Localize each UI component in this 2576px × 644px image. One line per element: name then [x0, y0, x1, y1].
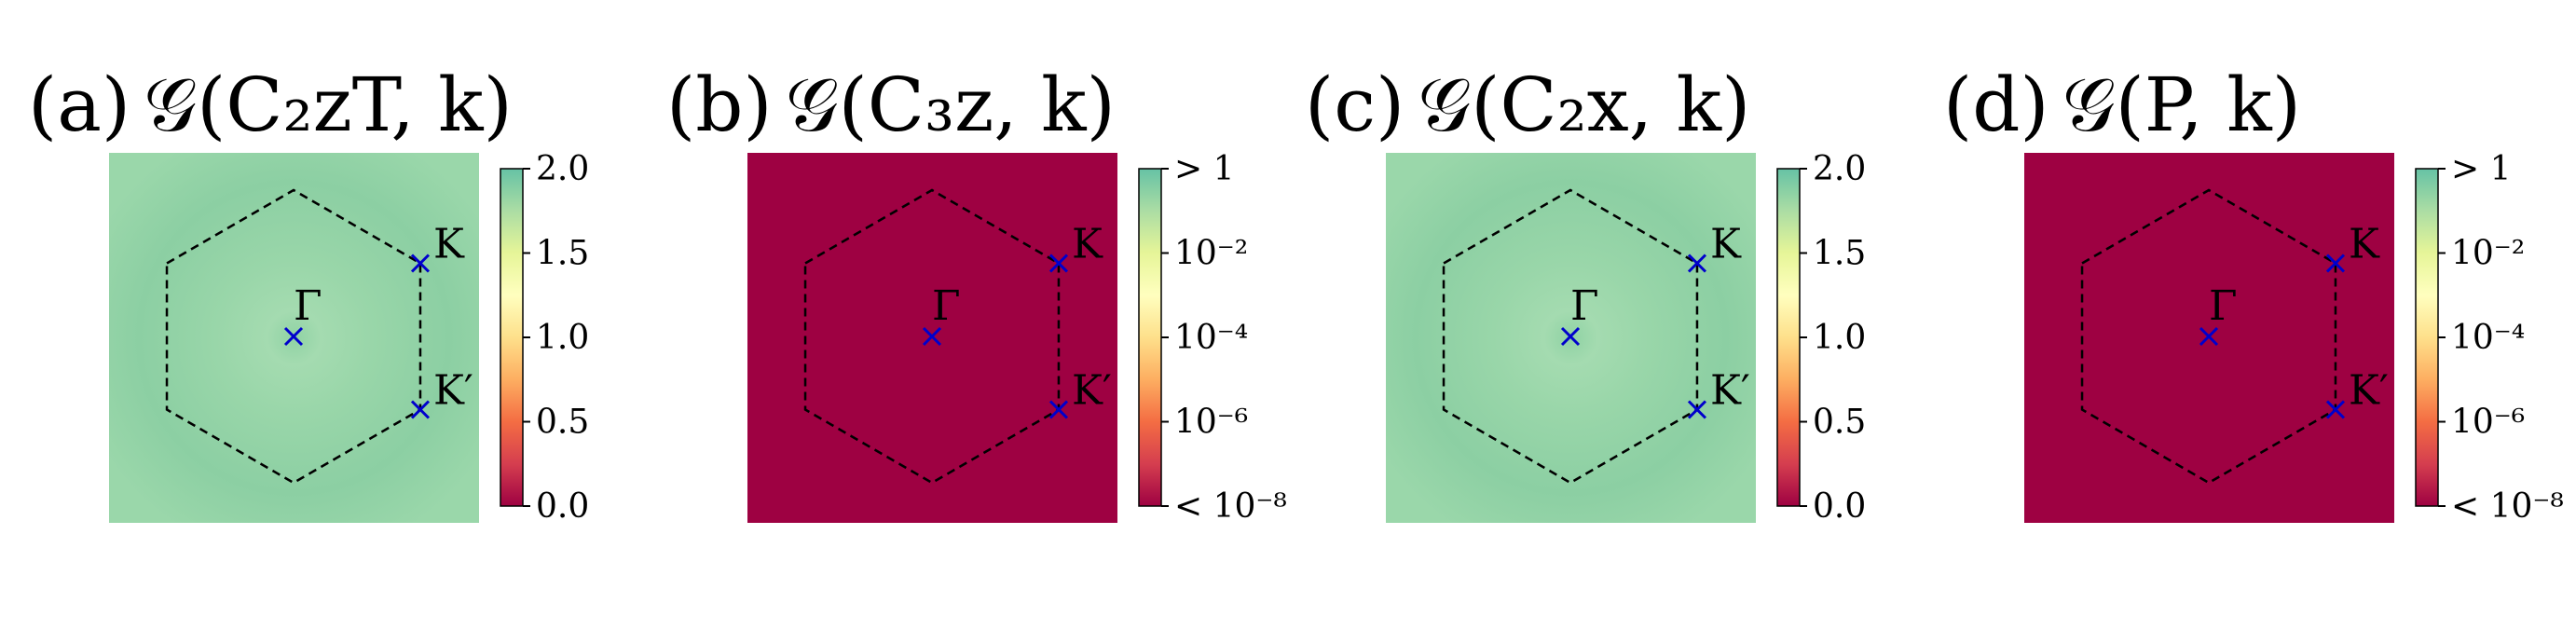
- colorbar-tick-label: 1.5: [1813, 235, 1866, 273]
- panel-title: (d) 𝒢(P, k): [1943, 62, 2301, 148]
- point-marker: [2325, 253, 2346, 273]
- point-label: K: [1072, 221, 1103, 268]
- colorbar-tick-label: 1.5: [536, 235, 589, 273]
- panel-label: (c): [1305, 62, 1404, 148]
- point-label: Γ: [932, 282, 961, 330]
- panel-title: (a) 𝒢(C₂zT, k): [28, 62, 513, 148]
- point-marker: [2325, 400, 2346, 419]
- colorbar-tick-label: 2.0: [1813, 150, 1866, 188]
- colorbar-tick-label: > 1: [1174, 150, 1235, 188]
- panel-label: (b): [666, 62, 773, 148]
- point-marker: [2199, 326, 2219, 347]
- colorbar-tick-label: < 10⁻⁸: [2451, 487, 2564, 526]
- point-marker: [1048, 253, 1069, 273]
- panel-title: (b) 𝒢(C₃z, k): [666, 62, 1116, 148]
- colorbar: [500, 168, 524, 507]
- colorbar-tick-label: 0.5: [1813, 404, 1866, 442]
- colorbar-tick-label: 10⁻⁶: [1174, 404, 1248, 442]
- point-label: K′: [1072, 367, 1112, 415]
- colorbar-tick-label: 10⁻²: [1174, 235, 1248, 273]
- panel-title-text: 𝒢(P, k): [2062, 62, 2301, 148]
- point-marker: [1687, 253, 1707, 273]
- panel-title-text: 𝒢(C₂x, k): [1418, 62, 1750, 148]
- colorbar-tick-label: 2.0: [536, 150, 589, 188]
- panel-title: (c) 𝒢(C₂x, k): [1305, 62, 1750, 148]
- point-marker: [1687, 400, 1707, 419]
- colorbar: [1776, 168, 1801, 507]
- colorbar: [1138, 168, 1162, 507]
- point-label: K: [1710, 221, 1742, 268]
- panel-a: (a) 𝒢(C₂zT, k) K Γ K′ 0.0 0.5 1.0 1.5 2.0: [28, 62, 589, 526]
- point-marker-stroke: [922, 326, 942, 347]
- point-label: K′: [1710, 367, 1750, 415]
- point-marker-stroke: [1560, 326, 1581, 347]
- point-marker-stroke: [283, 326, 304, 347]
- colorbar-tick-label: 10⁻²: [2451, 235, 2525, 273]
- point-marker-stroke: [2199, 326, 2219, 347]
- colorbar-tick-label: > 1: [2451, 150, 2512, 188]
- point-marker-stroke: [1687, 253, 1707, 273]
- colorbar-tick-label: 1.0: [1813, 319, 1866, 357]
- colorbar-tick-label: 10⁻⁶: [2451, 404, 2525, 442]
- panel-title-text: 𝒢(C₃z, k): [786, 62, 1116, 148]
- panel-b: (b) 𝒢(C₃z, k) K Γ K′ < 10⁻⁸ 10⁻⁶ 10⁻⁴ 10⁻² > 1: [666, 62, 1287, 526]
- panel-label: (a): [28, 62, 130, 148]
- point-marker: [410, 253, 431, 273]
- point-marker: [922, 326, 942, 347]
- point-label: K′: [2349, 367, 2389, 415]
- point-label: Γ: [1570, 282, 1599, 330]
- point-marker: [1560, 326, 1581, 347]
- point-label: Γ: [294, 282, 322, 330]
- colorbar-tick-label: 10⁻⁴: [2451, 319, 2525, 357]
- panel-label: (d): [1943, 62, 2049, 148]
- point-marker: [410, 400, 431, 419]
- point-label: Γ: [2209, 282, 2238, 330]
- point-marker-stroke: [2325, 400, 2346, 419]
- colorbar-tick-label: 0.0: [536, 487, 589, 526]
- colorbar-tick-label: 10⁻⁴: [1174, 319, 1248, 357]
- panel-c: (c) 𝒢(C₂x, k) K Γ K′ 0.0 0.5 1.0 1.5 2.0: [1305, 62, 1866, 526]
- point-marker-stroke: [1687, 400, 1707, 419]
- colorbar-tick-label: < 10⁻⁸: [1174, 487, 1287, 526]
- point-marker-stroke: [1048, 253, 1069, 273]
- colorbar: [2415, 168, 2439, 507]
- point-label: K: [433, 221, 465, 268]
- point-marker-stroke: [1048, 400, 1069, 419]
- point-label: K: [2349, 221, 2380, 268]
- colorbar-tick-label: 1.0: [536, 319, 589, 357]
- panel-d: (d) 𝒢(P, k) K Γ K′ < 10⁻⁸ 10⁻⁶ 10⁻⁴ 10⁻² > 1: [1943, 62, 2564, 526]
- point-marker-stroke: [410, 400, 431, 419]
- panel-title-text: 𝒢(C₂zT, k): [144, 62, 513, 148]
- colorbar-tick-label: 0.0: [1813, 487, 1866, 526]
- point-marker-stroke: [410, 253, 431, 273]
- colorbar-tick-label: 0.5: [536, 404, 589, 442]
- point-marker: [1048, 400, 1069, 419]
- point-marker: [283, 326, 304, 347]
- point-label: K′: [433, 367, 473, 415]
- point-marker-stroke: [2325, 253, 2346, 273]
